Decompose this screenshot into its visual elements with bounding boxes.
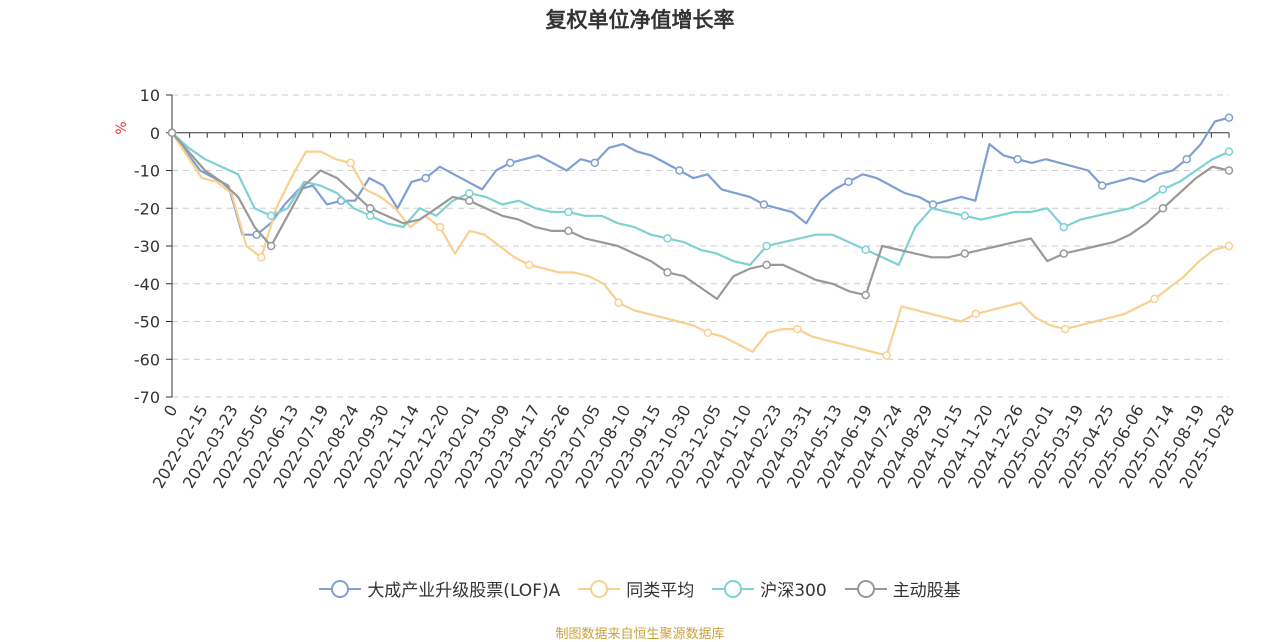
y-tick-label: -20 [134, 199, 160, 218]
series-point-1 [346, 158, 355, 168]
series-point-3 [1158, 204, 1168, 213]
series-point-3 [1224, 166, 1234, 175]
series-layer [167, 113, 1234, 360]
series-point-0 [1013, 154, 1022, 164]
series-point-3 [663, 268, 672, 277]
y-tick-label: -50 [134, 313, 160, 332]
series-point-0 [928, 200, 938, 209]
series-point-1 [703, 328, 713, 338]
y-tick-label: -30 [134, 237, 160, 256]
legend-label-fund: 大成产业升级股票(LOF)A [367, 581, 561, 601]
series-point-3 [960, 249, 970, 258]
series-point-2 [762, 241, 771, 251]
series-point-1 [1224, 241, 1234, 251]
series-point-2 [266, 211, 276, 221]
series-point-3 [1059, 249, 1069, 258]
x-tick-label: 0 [160, 402, 182, 420]
legend-item-peer-average[interactable]: 同类平均 [578, 576, 694, 601]
series-line-2 [171, 131, 1230, 266]
series-point-3 [762, 260, 771, 270]
series-point-1 [971, 309, 981, 319]
series-point-3 [266, 241, 276, 251]
series-point-2 [1158, 185, 1168, 194]
series-point-1 [257, 253, 266, 262]
y-tick-label: -60 [134, 350, 160, 369]
series-point-0 [1097, 181, 1107, 190]
series-point-1 [1150, 294, 1159, 304]
series-point-1 [882, 351, 891, 360]
series-point-2 [365, 211, 375, 221]
legend-item-fund[interactable]: 大成产业升级股票(LOF)A [319, 576, 560, 601]
legend-swatch-csi300 [712, 579, 755, 598]
legend-label-peer-average: 同类平均 [626, 581, 695, 601]
legend-item-active-equity[interactable]: 主动股基 [844, 576, 961, 601]
series-point-2 [861, 245, 870, 255]
series-point-3 [564, 226, 573, 236]
series-line-3 [171, 132, 1230, 300]
y-axis-label: % [114, 121, 130, 134]
series-point-2 [663, 234, 672, 243]
series-point-2 [1224, 147, 1234, 156]
series-point-0 [505, 158, 515, 168]
source-note: 制图数据来自恒生聚源数据库 [555, 627, 725, 642]
grid-layer [172, 94, 1229, 398]
y-tick-label: 10 [140, 86, 160, 105]
legend-swatch-fund [319, 579, 362, 598]
series-point-3 [365, 204, 375, 213]
y-tick-label: -70 [134, 388, 160, 407]
series-point-1 [525, 260, 534, 270]
series-point-0 [844, 177, 853, 187]
series-point-1 [614, 298, 623, 307]
series-point-0 [421, 173, 430, 183]
series-line-0 [171, 116, 1230, 236]
y-tick-label: -10 [134, 162, 160, 181]
series-point-1 [435, 222, 445, 232]
series-point-2 [1059, 222, 1069, 232]
legend-swatch-active-equity [844, 579, 887, 598]
series-point-3 [861, 290, 870, 300]
series-point-2 [465, 188, 474, 198]
legend: 大成产业升级股票(LOF)A 同类平均 沪深300 主动股基 [0, 576, 1280, 601]
series-point-0 [590, 158, 600, 168]
chart-title: 复权单位净值增长率 [545, 8, 735, 32]
series-point-2 [960, 211, 970, 221]
series-point-0 [1182, 154, 1191, 164]
series-point-1 [793, 324, 802, 334]
series-point-1 [1060, 324, 1070, 334]
series-point-0 [675, 166, 684, 175]
series-point-3 [465, 196, 474, 205]
series-point-0 [759, 200, 769, 209]
axis-layer: 100-10-20-30-40-50-60-7002022-02-152022-… [134, 86, 1239, 492]
legend-swatch-peer-average [578, 579, 621, 598]
series-point-3 [167, 128, 177, 138]
legend-label-active-equity: 主动股基 [892, 581, 961, 601]
series-point-0 [1224, 113, 1234, 122]
y-tick-label: -40 [134, 275, 160, 294]
legend-item-csi300[interactable]: 沪深300 [712, 576, 827, 601]
y-tick-label: 0 [150, 124, 160, 143]
legend-label-csi300: 沪深300 [760, 581, 827, 601]
series-point-2 [564, 207, 573, 217]
